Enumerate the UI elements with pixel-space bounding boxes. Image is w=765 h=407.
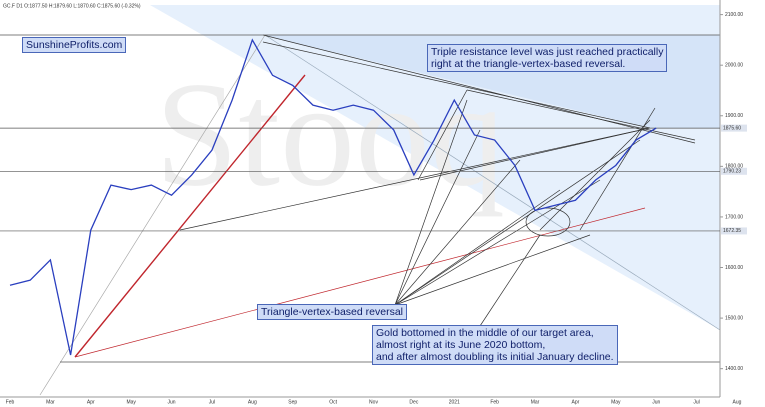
x-tick-label: Apr — [87, 399, 95, 405]
fan-line — [394, 234, 591, 306]
fan-line — [394, 99, 468, 306]
watermark: Stooq — [155, 51, 505, 217]
trendlines — [39, 34, 721, 396]
annotation: Triple resistance level was just reached… — [427, 44, 668, 72]
trendline — [74, 207, 646, 358]
y-tick-label: 2000.00 — [725, 63, 743, 69]
x-tick-label: Aug — [248, 399, 257, 405]
trendline — [39, 34, 266, 396]
annotation-line: almost right at its June 2020 bottom, — [376, 339, 546, 351]
annotation-line: SunshineProfits.com — [26, 39, 123, 51]
y-tick-label: 1400.00 — [725, 366, 743, 372]
x-tick-label: Feb — [490, 399, 499, 405]
x-tick-label: Jun — [652, 399, 660, 405]
annotation-line: and after almost doubling its initial Ja… — [376, 351, 614, 363]
annotation-line: Gold bottomed in the middle of our targe… — [376, 327, 594, 339]
annotation-line: Triangle-vertex-based reversal — [261, 306, 404, 318]
y-tick-label: 2100.00 — [725, 12, 743, 18]
x-tick-label: Nov — [369, 399, 378, 405]
x-tick-label: Sep — [288, 399, 297, 405]
y-tick-label: 1600.00 — [725, 265, 743, 271]
fan-line — [394, 159, 521, 306]
price-tag — [721, 167, 747, 175]
trendline — [264, 34, 721, 331]
price-label: 1790.23 — [723, 169, 741, 175]
annotation-line: Triple resistance level was just reached… — [431, 46, 664, 58]
y-tick-label: 1700.00 — [725, 214, 743, 220]
x-tick-label: Mar — [46, 399, 55, 405]
trendline — [179, 127, 651, 231]
fan-line — [394, 139, 641, 306]
annotation: Gold bottomed in the middle of our targe… — [372, 325, 618, 365]
trendline — [262, 41, 651, 129]
price-line-series — [9, 38, 657, 356]
annotation: Triangle-vertex-based reversal — [257, 304, 408, 320]
trendline — [417, 89, 468, 181]
x-tick-label: Feb — [6, 399, 15, 405]
trendline — [74, 74, 306, 358]
x-tick-label: Aug — [733, 399, 742, 405]
target-ellipse — [525, 207, 571, 237]
price-tag — [721, 227, 747, 235]
x-tick-label: May — [611, 399, 621, 405]
trendline — [466, 89, 696, 141]
annotation-line: right at the triangle-vertex-based rever… — [431, 58, 626, 70]
y-tick-label: 1500.00 — [725, 315, 743, 321]
x-tick-label: May — [126, 399, 136, 405]
x-tick-label: Oct — [329, 399, 337, 405]
x-tick-label: Jul — [209, 399, 215, 405]
y-tick-label: 1900.00 — [725, 113, 743, 119]
pointer — [479, 234, 541, 327]
price-tag — [721, 124, 747, 132]
fan-line — [394, 189, 561, 306]
x-tick-label: Dec — [409, 399, 418, 405]
y-tick-label: 1800.00 — [725, 164, 743, 170]
trendline — [262, 34, 696, 144]
x-tick-label: 2021 — [449, 399, 460, 405]
trendline — [539, 119, 651, 231]
annotation: SunshineProfits.com — [22, 37, 127, 53]
x-tick-label: Jun — [168, 399, 176, 405]
header: GC.F D1 O:1877.50 H:1879.60 L:1870.60 C:… — [3, 3, 141, 9]
price-label: 1875.60 — [723, 125, 741, 131]
x-tick-label: Mar — [531, 399, 540, 405]
x-tick-label: Jul — [693, 399, 699, 405]
fan-line — [394, 129, 481, 306]
fan-line — [394, 179, 601, 306]
price-label: 1672.35 — [723, 228, 741, 234]
x-tick-label: Apr — [572, 399, 580, 405]
